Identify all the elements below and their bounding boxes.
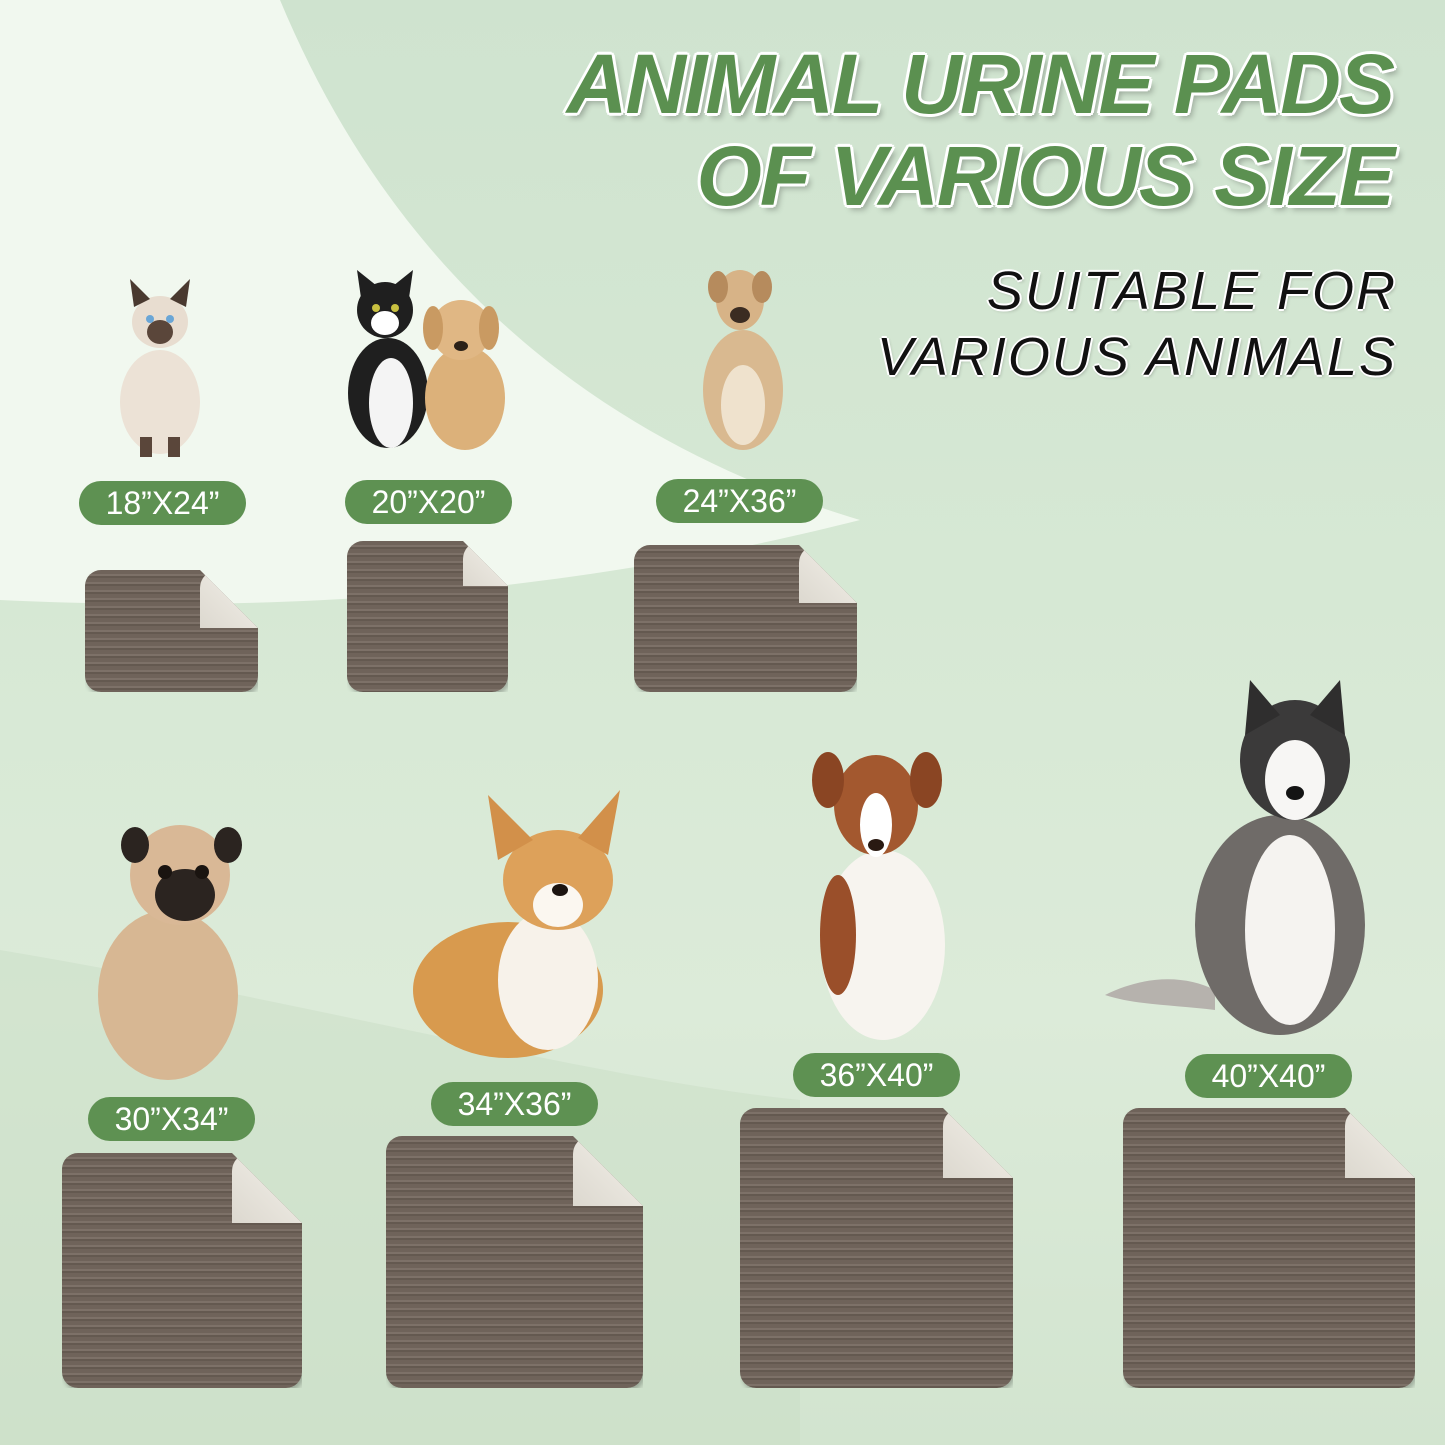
page-title: ANIMAL URINE PADS OF VARIOUS SIZE xyxy=(566,37,1395,223)
pad-folded-corner xyxy=(200,570,258,628)
husky-image xyxy=(1105,680,1365,1035)
size-label: 24”X36” xyxy=(656,479,823,523)
corgi-image xyxy=(413,790,620,1058)
size-label: 30”X34” xyxy=(88,1097,255,1141)
pad-folded-corner xyxy=(232,1153,302,1223)
pad-pug xyxy=(62,1153,302,1388)
australian-shepherd-image xyxy=(812,752,945,1040)
pad-corgi xyxy=(386,1136,643,1388)
siamese-cat-image xyxy=(120,279,200,457)
size-label: 18”X24” xyxy=(79,481,246,525)
pad-folded-corner xyxy=(1345,1108,1415,1178)
pad-folded-corner xyxy=(799,545,857,603)
title-line-2: OF VARIOUS SIZE xyxy=(696,129,1395,223)
title-line-1: ANIMAL URINE PADS xyxy=(566,37,1395,131)
pad-folded-corner xyxy=(463,541,508,586)
pad-folded-corner xyxy=(943,1108,1013,1178)
size-label: 36”X40” xyxy=(793,1053,960,1097)
size-label: 40”X40” xyxy=(1185,1054,1352,1098)
subtitle-line-2: VARIOUS ANIMALS xyxy=(876,327,1397,387)
pad-surface xyxy=(85,570,258,692)
pad-australian-shepherd xyxy=(740,1108,1013,1388)
pug-image xyxy=(98,825,242,1080)
pad-siamese-cat xyxy=(85,570,258,692)
subtitle: SUITABLE FOR VARIOUS ANIMALS xyxy=(877,258,1397,390)
pad-tan-dog xyxy=(634,545,857,692)
size-label: 20”X20” xyxy=(345,480,512,524)
pad-folded-corner xyxy=(573,1136,643,1206)
size-label: 34”X36” xyxy=(431,1082,598,1126)
cat-and-puppy-image xyxy=(348,270,505,450)
tan-dog-image xyxy=(703,270,783,450)
pad-cat-and-puppy xyxy=(347,541,508,692)
subtitle-line-1: SUITABLE FOR xyxy=(986,261,1397,321)
pad-husky xyxy=(1123,1108,1415,1388)
pad-surface xyxy=(634,545,857,692)
